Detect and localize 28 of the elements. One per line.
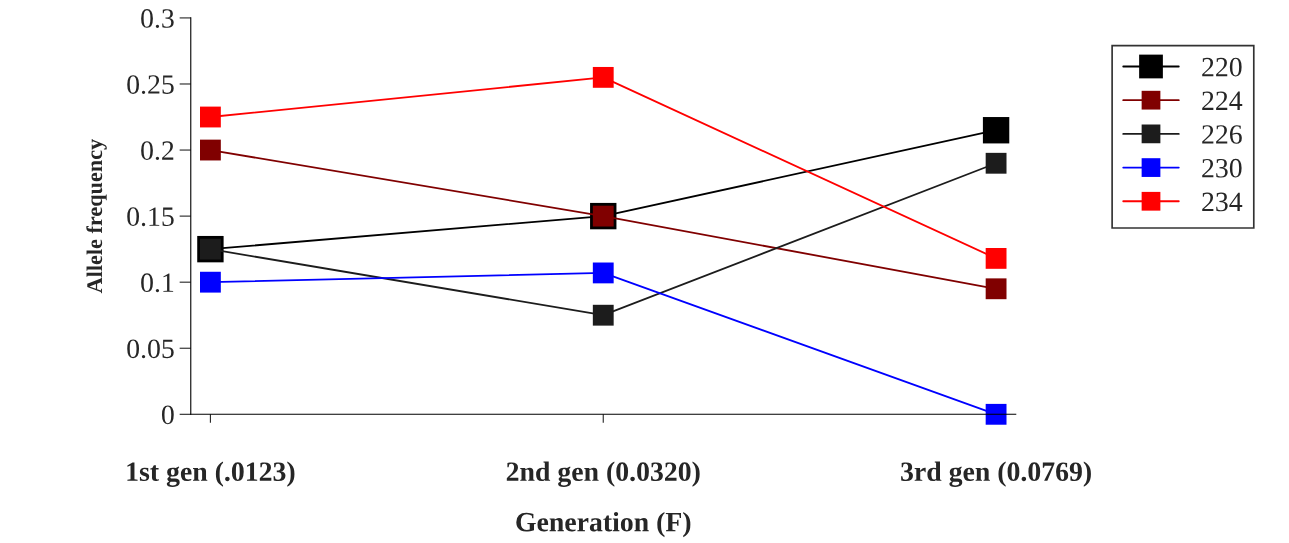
point bbox=[985, 403, 1007, 425]
y-tick-label: 0.3 bbox=[141, 9, 174, 28]
y-tick-label: 0.2 bbox=[141, 141, 174, 161]
point bbox=[592, 66, 614, 88]
point bbox=[592, 262, 614, 284]
point bbox=[985, 278, 1007, 300]
legend-label: 226 bbox=[1202, 125, 1242, 144]
y-tick-label: 0.05 bbox=[127, 339, 174, 359]
legend-label: 234 bbox=[1202, 192, 1243, 212]
point bbox=[982, 117, 1010, 144]
point bbox=[200, 271, 221, 293]
point bbox=[200, 139, 221, 161]
y-tick-label: 0.1 bbox=[141, 273, 174, 293]
y-tick-label: 0.25 bbox=[127, 75, 174, 95]
x-tick-label: 2nd gen (0.0320) bbox=[506, 461, 700, 487]
x-axis-title: Generation (F) bbox=[516, 511, 691, 538]
legend-label: 230 bbox=[1202, 158, 1242, 178]
y-tick-label: 0 bbox=[161, 405, 174, 425]
legend-label: 220 bbox=[1202, 57, 1242, 77]
y-tick-label: 0.15 bbox=[127, 207, 174, 227]
y-axis-title: Allele frequency bbox=[86, 139, 107, 294]
point bbox=[985, 247, 1007, 269]
x-tick-label: 3rd gen (0.0769) bbox=[901, 461, 1091, 487]
point bbox=[200, 106, 221, 128]
legend-label: 224 bbox=[1202, 91, 1243, 110]
point bbox=[985, 152, 1007, 174]
point bbox=[592, 304, 614, 326]
x-tick-label: 1st gen (.0123) bbox=[127, 461, 295, 487]
